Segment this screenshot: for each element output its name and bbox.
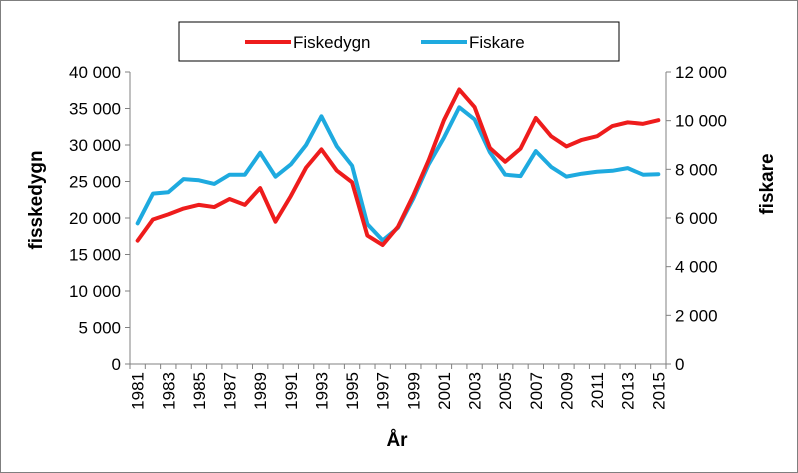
left-y-tick-label: 0 bbox=[112, 355, 121, 374]
x-tick-label: 1999 bbox=[404, 372, 423, 410]
right-y-tick-label: 10 000 bbox=[675, 112, 727, 131]
axes bbox=[129, 72, 667, 365]
x-tick-label: 2013 bbox=[619, 372, 638, 410]
x-tick-label: 1989 bbox=[251, 372, 270, 410]
right-y-tick-label: 2 000 bbox=[675, 306, 718, 325]
left-y-axis-title: fisskedygn bbox=[26, 150, 47, 249]
series-line-fiskedygn bbox=[135, 87, 661, 248]
x-tick-label: 1995 bbox=[343, 372, 362, 410]
right-y-tick-label: 12 000 bbox=[675, 63, 727, 82]
left-y-tick-label: 35 000 bbox=[69, 100, 121, 119]
x-tick-label: 1993 bbox=[312, 372, 331, 410]
legend-label-fiskedygn: Fiskedygn bbox=[293, 33, 370, 52]
right-y-tick-label: 6 000 bbox=[675, 209, 718, 228]
x-tick-label: 1987 bbox=[221, 372, 240, 410]
series-line-fiskare bbox=[135, 105, 661, 243]
left-y-tick-label: 30 000 bbox=[69, 136, 121, 155]
x-tick-label: 2003 bbox=[466, 372, 485, 410]
x-axis-title: År bbox=[386, 430, 408, 451]
x-tick-label: 2009 bbox=[557, 372, 576, 410]
right-y-axis-ticks: 0 2 000 4 000 6 000 8 000 10 000 12 000 bbox=[666, 63, 727, 374]
x-tick-label: 2007 bbox=[527, 372, 546, 410]
x-tick-label: 2001 bbox=[435, 372, 454, 410]
x-tick-label: 1981 bbox=[129, 372, 148, 410]
left-y-tick-label: 25 000 bbox=[69, 173, 121, 192]
x-tick-label: 1991 bbox=[282, 372, 301, 410]
x-tick-label: 1983 bbox=[159, 372, 178, 410]
x-tick-label: 1997 bbox=[374, 372, 393, 410]
x-axis-ticks: 1981 1983 1985 1987 1989 1991 1993 1995 1997 1999… bbox=[129, 364, 668, 410]
left-y-tick-label: 40 000 bbox=[69, 63, 121, 82]
left-y-tick-label: 5 000 bbox=[78, 319, 121, 338]
legend-label-fiskare: Fiskare bbox=[469, 33, 525, 52]
right-y-tick-label: 4 000 bbox=[675, 258, 718, 277]
legend: Fiskedygn Fiskare bbox=[178, 21, 620, 62]
right-y-axis-title: fiskare bbox=[757, 153, 778, 214]
left-y-axis-ticks: 0 5 000 10 000 15 000 20 000 25 000 30 000 35 0… bbox=[69, 63, 130, 374]
x-tick-label: 2011 bbox=[588, 372, 607, 409]
x-tick-label: 2015 bbox=[649, 372, 668, 410]
series-layer bbox=[135, 87, 661, 248]
x-tick-label: 2005 bbox=[496, 372, 515, 410]
left-y-tick-label: 15 000 bbox=[69, 246, 121, 265]
right-y-tick-label: 8 000 bbox=[675, 160, 718, 179]
x-tick-label: 1985 bbox=[190, 372, 209, 410]
right-y-tick-label: 0 bbox=[675, 355, 684, 374]
left-y-tick-label: 20 000 bbox=[69, 209, 121, 228]
left-y-tick-label: 10 000 bbox=[69, 282, 121, 301]
